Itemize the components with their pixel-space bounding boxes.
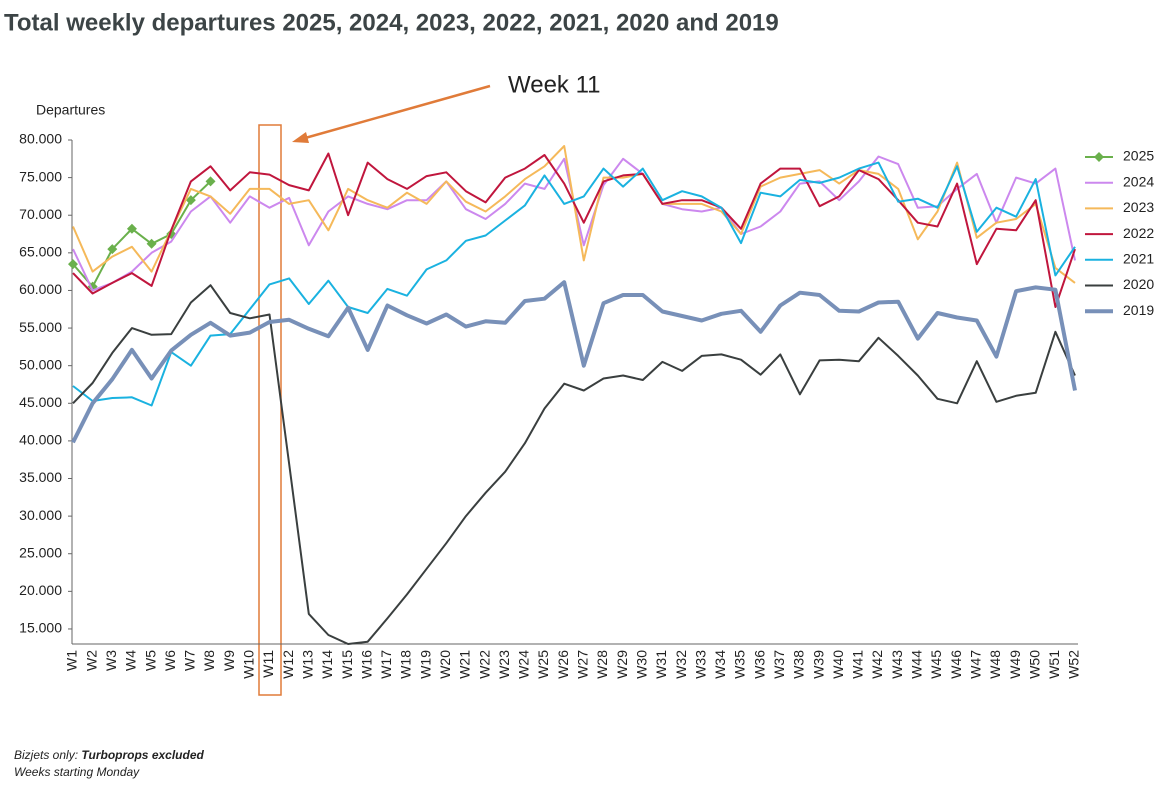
legend-label: 2019 <box>1123 302 1154 318</box>
x-tick-label: W33 <box>692 650 708 679</box>
series-line <box>71 280 1077 444</box>
x-tick-label: W11 <box>260 650 276 678</box>
x-tick-label: W29 <box>614 650 630 679</box>
y-tick-label: 15.000 <box>19 620 62 636</box>
x-tick-label: W36 <box>751 650 767 679</box>
legend-label: 2025 <box>1123 148 1154 164</box>
annotation: Week 11 <box>508 71 601 98</box>
y-tick-label: 70.000 <box>19 206 62 222</box>
x-tick-label: W28 <box>594 650 610 679</box>
x-tick-label: W45 <box>928 650 944 679</box>
point-marker <box>185 195 196 206</box>
x-tick-label: W39 <box>810 650 826 679</box>
x-tick-label: W34 <box>712 650 728 679</box>
x-tick-label: W24 <box>516 650 532 679</box>
footnote-prefix: Bizjets only: <box>14 748 78 762</box>
x-tick-label: W31 <box>653 650 669 679</box>
x-tick-label: W49 <box>1007 650 1023 679</box>
x-tick-label: W52 <box>1066 650 1082 679</box>
x-tick-label: W15 <box>339 650 355 679</box>
y-axis-label: Departures <box>36 102 105 118</box>
x-tick-label: W9 <box>221 650 237 671</box>
x-tick-label: W43 <box>889 650 905 679</box>
x-tick-label: W38 <box>791 650 807 679</box>
y-tick-label: 35.000 <box>19 469 62 485</box>
legend-marker <box>1094 152 1104 162</box>
x-tick-label: W27 <box>575 650 591 679</box>
footnote: Bizjets only: Turboprops excluded <box>14 748 205 762</box>
x-tick-label: W50 <box>1026 650 1042 679</box>
legend-label: 2023 <box>1123 199 1154 215</box>
x-tick-label: W16 <box>358 650 374 679</box>
y-tick-label: 50.000 <box>19 356 62 372</box>
arrow-head <box>292 132 309 143</box>
x-tick-label: W14 <box>319 650 335 679</box>
x-tick-label: W41 <box>850 650 866 679</box>
x-tick-label: W46 <box>948 650 964 679</box>
x-tick-label: W12 <box>280 650 296 679</box>
x-tick-label: W48 <box>987 650 1003 679</box>
x-tick-label: W23 <box>496 650 512 679</box>
series-line <box>72 180 212 288</box>
y-tick-label: 75.000 <box>19 168 62 184</box>
x-tick-label: W26 <box>555 650 571 679</box>
y-tick-label: 20.000 <box>19 582 62 598</box>
legend-label: 2021 <box>1123 251 1154 267</box>
x-tick-label: W32 <box>673 650 689 679</box>
x-tick-label: W35 <box>732 650 748 679</box>
x-tick-label: W40 <box>830 650 846 679</box>
point-marker <box>107 244 118 255</box>
x-tick-label: W17 <box>378 650 394 679</box>
y-tick-label: 30.000 <box>19 507 62 523</box>
x-tick-label: W42 <box>869 650 885 679</box>
point-marker <box>126 223 137 234</box>
x-tick-label: W19 <box>417 650 433 679</box>
x-tick-label: W22 <box>476 650 492 679</box>
x-tick-label: W30 <box>633 650 649 679</box>
point-marker <box>68 259 78 270</box>
y-tick-label: 80.000 <box>19 131 62 147</box>
legend-label: 2024 <box>1123 173 1154 189</box>
y-tick-label: 60.000 <box>19 281 62 297</box>
series-line <box>72 284 1076 645</box>
y-tick-label: 40.000 <box>19 432 62 448</box>
x-tick-label: W10 <box>241 650 257 679</box>
x-tick-label: W2 <box>83 650 99 671</box>
x-tick-label: W3 <box>103 650 119 671</box>
legend-label: 2020 <box>1123 276 1154 292</box>
highlight-box <box>258 124 282 696</box>
x-tick-label: W6 <box>162 650 178 671</box>
y-tick-label: 55.000 <box>19 319 62 335</box>
y-tick-label: 45.000 <box>19 394 62 410</box>
x-tick-label: W25 <box>535 650 551 679</box>
x-tick-label: W20 <box>437 650 453 679</box>
x-tick-label: W13 <box>299 650 315 679</box>
annotation-arrow <box>297 84 491 142</box>
x-tick-label: W47 <box>967 650 983 679</box>
point-marker <box>205 176 216 187</box>
x-tick-label: W8 <box>201 650 217 671</box>
x-tick-label: W37 <box>771 650 787 679</box>
x-tick-label: W4 <box>123 650 139 671</box>
footnote: Weeks starting Monday <box>14 765 140 779</box>
y-tick-label: 65.000 <box>19 244 62 260</box>
point-marker <box>146 238 157 249</box>
x-tick-label: W5 <box>142 650 158 671</box>
x-tick-label: W21 <box>457 650 473 679</box>
x-tick-label: W18 <box>398 650 414 679</box>
chart-title: Total weekly departures 2025, 2024, 2023… <box>4 9 779 36</box>
y-tick-label: 25.000 <box>19 544 62 560</box>
series-line <box>72 161 1076 407</box>
x-tick-label: W51 <box>1046 650 1062 679</box>
series-line <box>72 152 1076 308</box>
x-tick-label: W7 <box>182 650 198 671</box>
x-tick-label: W44 <box>909 650 925 679</box>
legend-label: 2022 <box>1123 225 1154 241</box>
footnote-emphasis: Turboprops excluded <box>81 748 204 762</box>
x-tick-label: W1 <box>64 650 80 671</box>
